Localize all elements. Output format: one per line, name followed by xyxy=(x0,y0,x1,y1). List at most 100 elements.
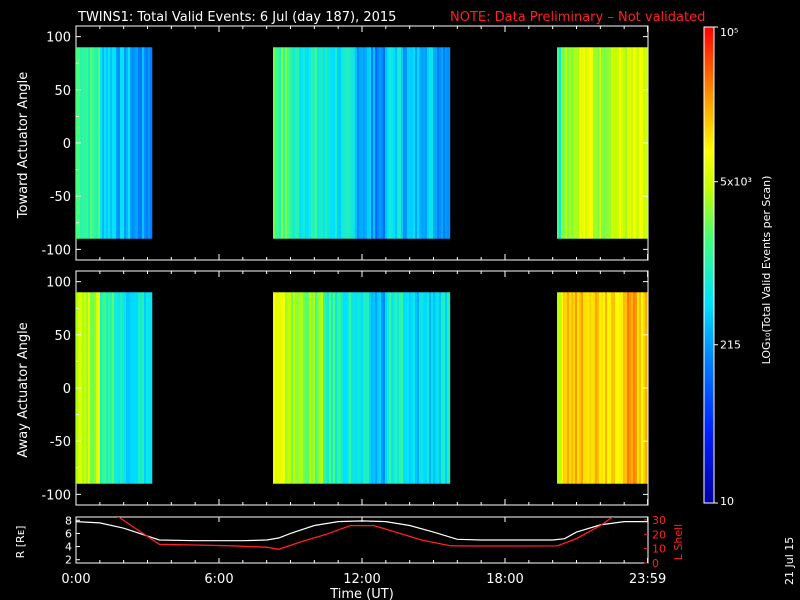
heatmap-column xyxy=(559,47,561,239)
heatmap-column xyxy=(130,292,132,484)
heatmap-column xyxy=(429,292,431,484)
away-y-ticks: 100 50 0 -50 -100 xyxy=(41,276,648,503)
heatmap-column xyxy=(583,47,585,239)
away-heatmap xyxy=(76,292,648,484)
heatmap-column xyxy=(623,292,625,484)
heatmap-column xyxy=(88,292,90,484)
heatmap-column xyxy=(563,292,565,484)
heatmap-column xyxy=(343,292,345,484)
orbit-right-tick-label: 20 xyxy=(652,528,666,541)
heatmap-column xyxy=(118,47,120,239)
heatmap-column xyxy=(92,47,94,239)
heatmap-column xyxy=(98,292,100,484)
colorbar-gradient xyxy=(703,26,715,504)
heatmap-column xyxy=(303,47,305,239)
heatmap-column xyxy=(150,47,152,239)
heatmap-column xyxy=(589,47,591,239)
away-panel: 100 50 0 -50 -100 Away Actuator Angle xyxy=(16,270,649,506)
heatmap-column xyxy=(393,292,395,484)
heatmap-column xyxy=(377,47,379,239)
heatmap-column xyxy=(313,292,315,484)
heatmap-column xyxy=(275,47,277,239)
heatmap-column xyxy=(381,47,383,239)
heatmap-column xyxy=(403,47,405,239)
orbit-right-tick-label: 0 xyxy=(652,557,659,570)
heatmap-column xyxy=(631,292,633,484)
heatmap-column xyxy=(561,47,563,239)
heatmap-column xyxy=(595,292,597,484)
y-tick-label: -100 xyxy=(41,243,71,258)
y-tick-label: 0 xyxy=(63,382,71,397)
heatmap-column xyxy=(142,47,144,239)
heatmap-column xyxy=(441,292,443,484)
radial-distance-line xyxy=(76,520,648,542)
heatmap-column xyxy=(377,292,379,484)
heatmap-column xyxy=(317,292,319,484)
heatmap-column xyxy=(397,47,399,239)
heatmap-column xyxy=(401,292,403,484)
heatmap-column xyxy=(575,47,577,239)
heatmap-column xyxy=(124,292,126,484)
heatmap-column xyxy=(329,292,331,484)
heatmap-column xyxy=(359,292,361,484)
heatmap-column xyxy=(407,47,409,239)
heatmap-column xyxy=(581,292,583,484)
toward-y-ticks: 100 50 0 -50 -100 xyxy=(41,31,648,258)
heatmap-column xyxy=(433,292,435,484)
heatmap-column xyxy=(102,292,104,484)
colorbar-label: LOG₁₀(Total Valid Events per Scan) xyxy=(760,176,773,365)
heatmap-column xyxy=(114,47,116,239)
heatmap-column xyxy=(287,47,289,239)
heatmap-column xyxy=(146,47,148,239)
orbit-right-tick-label: 10 xyxy=(652,543,666,556)
heatmap-column xyxy=(415,292,417,484)
heatmap-column xyxy=(329,47,331,239)
heatmap-column xyxy=(577,292,579,484)
heatmap-column xyxy=(447,292,449,484)
heatmap-column xyxy=(617,47,619,239)
y-tick-label: 100 xyxy=(46,276,71,291)
heatmap-column xyxy=(134,47,136,239)
heatmap-column xyxy=(639,47,641,239)
heatmap-column xyxy=(439,292,441,484)
heatmap-column xyxy=(445,292,447,484)
heatmap-column xyxy=(383,47,385,239)
heatmap-column xyxy=(353,47,355,239)
heatmap-column xyxy=(387,292,389,484)
heatmap-column xyxy=(633,292,635,484)
heatmap-column xyxy=(389,47,391,239)
heatmap-column xyxy=(587,47,589,239)
orbit-left-tick-label: 4 xyxy=(65,541,72,554)
heatmap-column xyxy=(613,47,615,239)
heatmap-column xyxy=(90,292,92,484)
heatmap-column xyxy=(581,47,583,239)
heatmap-column xyxy=(611,47,613,239)
heatmap-column xyxy=(124,47,126,239)
heatmap-column xyxy=(567,47,569,239)
heatmap-column xyxy=(391,47,393,239)
x-axis-label: Time (UT) xyxy=(329,587,394,600)
heatmap-column xyxy=(437,47,439,239)
heatmap-column xyxy=(439,47,441,239)
heatmap-column xyxy=(134,292,136,484)
heatmap-column xyxy=(391,292,393,484)
heatmap-column xyxy=(365,47,367,239)
heatmap-column xyxy=(565,47,567,239)
heatmap-column xyxy=(309,47,311,239)
heatmap-column xyxy=(399,292,401,484)
heatmap-column xyxy=(335,47,337,239)
heatmap-column xyxy=(443,47,445,239)
heatmap-column xyxy=(583,292,585,484)
heatmap-column xyxy=(106,292,108,484)
heatmap-column xyxy=(140,292,142,484)
heatmap-column xyxy=(102,47,104,239)
date-stamp: 21 Jul 15 xyxy=(783,537,796,585)
orbit-left-tick-label: 2 xyxy=(65,554,72,567)
heatmap-column xyxy=(571,292,573,484)
toward-ylabel: Toward Actuator Angle xyxy=(16,72,31,219)
heatmap-column xyxy=(303,292,305,484)
heatmap-column xyxy=(595,47,597,239)
heatmap-column xyxy=(297,47,299,239)
heatmap-column xyxy=(427,292,429,484)
heatmap-column xyxy=(387,47,389,239)
